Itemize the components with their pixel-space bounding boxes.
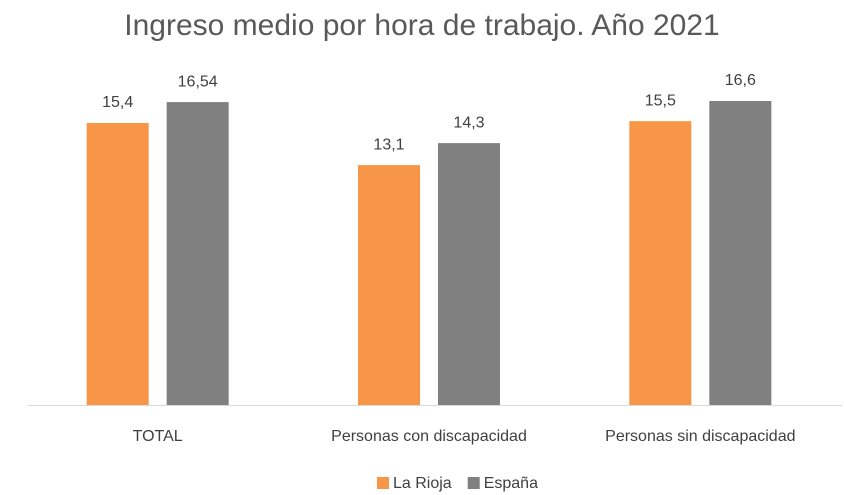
legend-label: La Rioja — [393, 475, 452, 492]
data-label: 14,3 — [453, 114, 484, 131]
bar — [438, 143, 500, 405]
legend-label: España — [484, 475, 538, 492]
data-label: 15,5 — [645, 92, 676, 109]
data-label: 16,6 — [725, 72, 756, 89]
bar — [709, 101, 772, 405]
x-tick-label: TOTAL — [133, 428, 183, 445]
x-tick-label: Personas sin discapacidad — [605, 428, 795, 445]
bar — [629, 121, 692, 405]
data-label: 16,54 — [178, 73, 218, 90]
bar — [86, 122, 149, 406]
legend-swatch — [377, 477, 389, 489]
bar — [358, 165, 420, 405]
data-label: 15,4 — [102, 94, 133, 111]
bar — [166, 102, 229, 406]
x-tick-label: Personas con discapacidad — [331, 428, 527, 445]
chart-title: Ingreso medio por hora de trabajo. Año 2… — [124, 9, 719, 42]
legend-swatch — [467, 477, 480, 489]
data-label: 13,1 — [373, 136, 404, 153]
